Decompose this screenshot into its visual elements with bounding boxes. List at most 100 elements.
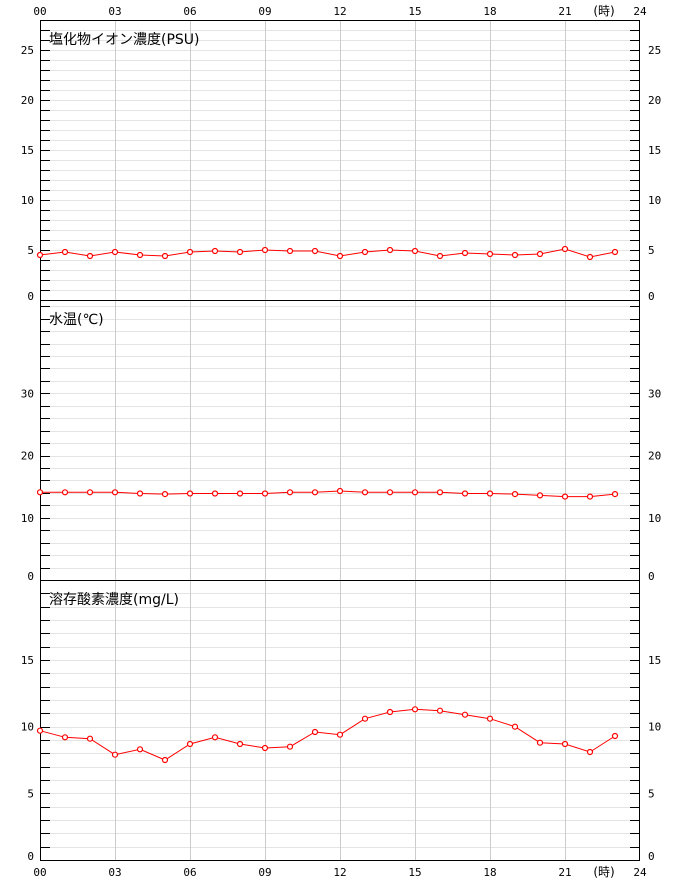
data-point	[286, 489, 294, 496]
data-point	[161, 252, 169, 260]
data-point	[136, 251, 144, 259]
y-tick-label-left: 10	[21, 721, 34, 734]
y-tick-label-left: 10	[21, 512, 34, 525]
x-tick-label-bottom: 18	[483, 866, 496, 879]
data-point	[386, 489, 394, 496]
data-point	[61, 248, 69, 256]
data-point	[211, 490, 219, 497]
data-point	[586, 748, 594, 756]
y-tick-label-right: 0	[648, 850, 655, 863]
y-tick-label-left: 5	[27, 787, 34, 800]
data-point	[136, 490, 144, 497]
y-tick-label-right: 20	[648, 450, 661, 463]
data-point	[411, 489, 419, 496]
chart-panel-dissolved-oxygen: 0 0 5 5 10 10 15 15 溶存酸素濃度(mg/L)	[21, 580, 661, 863]
x-tick-label-top: 03	[108, 5, 121, 18]
data-point	[111, 248, 119, 256]
y-tick-label-left: 20	[21, 94, 34, 107]
x-unit-label-bottom: (時)	[593, 865, 614, 879]
data-point	[386, 708, 394, 716]
y-tick-label-right: 0	[648, 570, 655, 583]
data-point	[486, 250, 494, 258]
data-point	[111, 489, 119, 496]
data-point	[36, 489, 44, 496]
series-line	[39, 708, 616, 761]
y-tick-label-right: 15	[648, 654, 661, 667]
data-point	[361, 715, 369, 722]
y-tick-label-right: 0	[648, 290, 655, 303]
y-tick-label-right: 10	[648, 721, 661, 734]
data-point	[286, 247, 294, 255]
data-point	[461, 490, 469, 497]
y-tick-label-left: 5	[27, 244, 34, 257]
data-point	[236, 248, 244, 256]
data-point	[536, 492, 544, 499]
x-tick-label-top: 24	[633, 5, 647, 18]
panel-title: 溶存酸素濃度(mg/L)	[49, 592, 179, 608]
y-tick-label-left: 25	[21, 44, 34, 57]
data-point	[161, 491, 169, 498]
y-tick-label-left: 10	[21, 194, 34, 207]
y-tick-label-left: 0	[27, 570, 34, 583]
x-tick-label-bottom: 15	[408, 866, 421, 879]
data-point	[486, 490, 494, 497]
x-tick-label-bottom: 21	[558, 866, 571, 879]
panel-title: 水温(℃)	[49, 312, 104, 328]
data-point	[261, 490, 269, 497]
data-point	[36, 727, 44, 734]
y-tick-label-right: 15	[648, 144, 661, 157]
data-point	[336, 252, 344, 260]
data-point	[311, 489, 319, 496]
data-point	[86, 489, 94, 496]
plot-frame	[40, 580, 640, 861]
series-line	[40, 490, 616, 498]
data-point	[586, 253, 594, 261]
y-tick-label-left: 0	[27, 850, 34, 863]
data-point	[61, 489, 69, 496]
y-tick-label-right: 5	[648, 787, 655, 800]
data-point	[336, 487, 344, 495]
data-point	[561, 245, 569, 253]
data-point	[211, 247, 219, 255]
data-point	[361, 489, 369, 496]
data-point	[461, 711, 469, 718]
data-point	[136, 746, 144, 753]
data-point	[411, 247, 419, 255]
data-point	[611, 491, 619, 498]
data-point	[561, 493, 569, 500]
data-point	[611, 248, 619, 256]
data-point	[261, 246, 269, 254]
data-point	[86, 735, 94, 742]
x-tick-label-bottom: 06	[183, 866, 196, 879]
data-point	[561, 740, 569, 748]
data-point	[36, 251, 44, 259]
data-point	[186, 248, 194, 256]
x-tick-label-bottom: 24	[633, 866, 647, 879]
panel-title: 塩化物イオン濃度(PSU)	[49, 32, 200, 48]
data-point	[611, 732, 619, 740]
x-tick-label-top: 12	[333, 5, 346, 18]
data-point	[411, 706, 419, 713]
x-tick-label-bottom: 03	[108, 866, 121, 879]
y-tick-label-left: 30	[21, 387, 34, 400]
series-line	[39, 248, 616, 258]
data-point	[311, 247, 319, 255]
data-point	[461, 249, 469, 257]
data-point	[86, 252, 94, 260]
data-point	[511, 723, 519, 730]
y-tick-label-left: 0	[27, 290, 34, 303]
data-point	[61, 734, 69, 741]
y-tick-label-left: 15	[21, 654, 34, 667]
data-point	[386, 246, 394, 254]
x-tick-label-top: 15	[408, 5, 421, 18]
data-point	[186, 490, 194, 497]
data-point	[161, 756, 169, 764]
y-tick-label-right: 20	[648, 94, 661, 107]
data-point	[586, 493, 594, 500]
data-point	[336, 731, 344, 738]
chart-panel-salinity: 0 0 5 5 10 10 15 15 20 20 25 25 塩化物イオン濃度(PSU)	[21, 20, 661, 303]
y-tick-label-right: 10	[648, 512, 661, 525]
data-point	[436, 252, 444, 260]
x-tick-label-top: 09	[258, 5, 271, 18]
